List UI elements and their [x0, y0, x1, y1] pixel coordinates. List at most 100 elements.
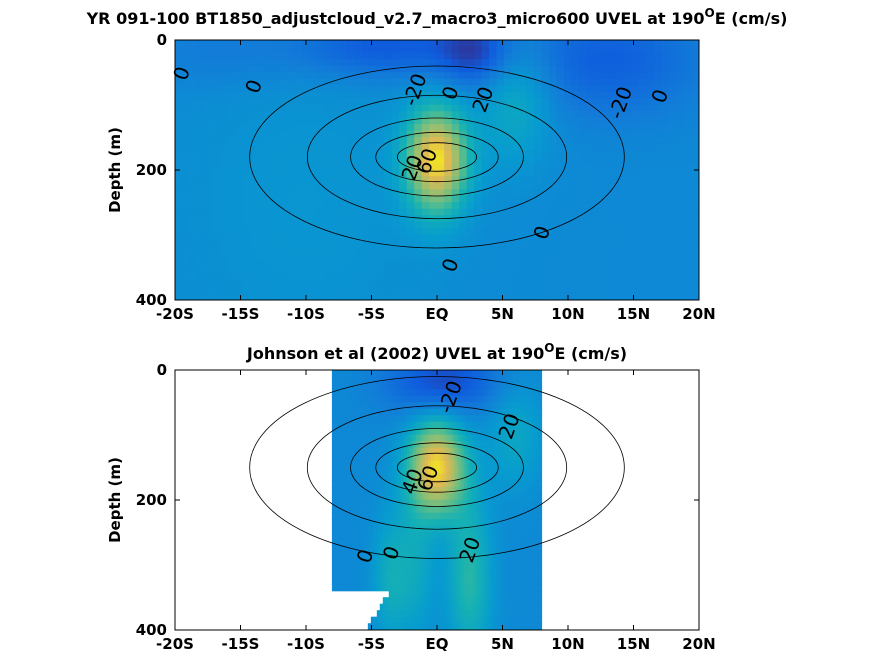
velocity-cell [484, 467, 489, 475]
velocity-cell [197, 130, 206, 138]
velocity-cell [556, 280, 565, 288]
velocity-cell [189, 293, 198, 300]
velocity-cell [608, 52, 617, 60]
velocity-cell [586, 46, 595, 54]
velocity-cell [385, 525, 390, 533]
velocity-cell [264, 130, 273, 138]
velocity-cell [334, 532, 339, 540]
velocity-cell [436, 415, 441, 423]
velocity-cell [361, 273, 370, 281]
velocity-cell [436, 590, 441, 598]
velocity-cell [451, 421, 456, 429]
velocity-cell [182, 85, 191, 93]
velocity-cell [616, 40, 625, 47]
velocity-cell [460, 467, 465, 475]
velocity-cell [418, 421, 423, 429]
velocity-cell [257, 46, 266, 54]
velocity-cell [339, 156, 348, 164]
top-panel-velocity-field [175, 40, 699, 300]
velocity-cell [373, 512, 378, 520]
velocity-cell [346, 273, 355, 281]
velocity-cell [661, 111, 670, 119]
velocity-cell [436, 428, 441, 436]
velocity-cell [448, 493, 453, 501]
velocity-cell [279, 91, 288, 99]
velocity-cell [484, 545, 489, 553]
velocity-cell [337, 428, 342, 436]
velocity-cell [343, 493, 348, 501]
velocity-cell [399, 254, 408, 262]
velocity-cell [469, 603, 474, 611]
velocity-cell [444, 273, 453, 281]
velocity-cell [324, 52, 333, 60]
velocity-cell [691, 85, 699, 93]
velocity-cell [406, 182, 415, 190]
velocity-cell [234, 137, 243, 145]
velocity-cell [367, 389, 372, 397]
velocity-cell [454, 415, 459, 423]
velocity-cell [346, 493, 351, 501]
velocity-cell [601, 254, 610, 262]
velocity-cell [394, 577, 399, 585]
velocity-cell [616, 247, 625, 255]
velocity-cell [638, 98, 647, 106]
velocity-cell [376, 389, 381, 397]
velocity-cell [324, 228, 333, 236]
velocity-cell [331, 267, 340, 275]
velocity-cell [519, 228, 528, 236]
velocity-cell [451, 584, 456, 592]
velocity-cell [406, 525, 411, 533]
velocity-cell [427, 421, 432, 429]
velocity-cell [418, 545, 423, 553]
velocity-cell [384, 111, 393, 119]
velocity-cell [631, 169, 640, 177]
velocity-cell [638, 254, 647, 262]
velocity-cell [334, 473, 339, 481]
velocity-cell [414, 65, 423, 73]
velocity-cell [511, 267, 520, 275]
velocity-cell [466, 434, 471, 442]
velocity-cell [436, 538, 441, 546]
velocity-cell [182, 286, 191, 294]
velocity-cell [487, 415, 492, 423]
velocity-cell [361, 506, 366, 514]
velocity-cell [511, 104, 520, 112]
velocity-cell [279, 52, 288, 60]
velocity-cell [219, 254, 228, 262]
velocity-cell [414, 143, 423, 151]
velocity-cell [668, 293, 677, 300]
velocity-cell [337, 532, 342, 540]
velocity-cell [249, 189, 258, 197]
velocity-cell [451, 382, 456, 390]
velocity-cell [227, 202, 236, 210]
velocity-cell [475, 571, 480, 579]
velocity-cell [349, 421, 354, 429]
velocity-cell [219, 273, 228, 281]
velocity-cell [616, 176, 625, 184]
velocity-cell [433, 447, 438, 455]
velocity-cell [478, 395, 483, 403]
velocity-cell [403, 512, 408, 520]
velocity-cell [661, 267, 670, 275]
velocity-cell [676, 72, 685, 80]
velocity-cell [331, 525, 336, 533]
velocity-cell [369, 130, 378, 138]
velocity-cell [309, 273, 318, 281]
velocity-cell [519, 176, 528, 184]
velocity-cell [324, 85, 333, 93]
velocity-cell [490, 525, 495, 533]
velocity-cell [385, 577, 390, 585]
velocity-cell [376, 616, 381, 624]
velocity-cell [448, 545, 453, 553]
velocity-cell [487, 408, 492, 416]
velocity-cell [354, 234, 363, 242]
velocity-cell [481, 169, 490, 177]
velocity-cell [354, 215, 363, 223]
velocity-cell [272, 195, 281, 203]
velocity-cell [631, 189, 640, 197]
velocity-cell [385, 623, 390, 630]
velocity-cell [219, 267, 228, 275]
velocity-cell [638, 104, 647, 112]
velocity-cell [504, 124, 513, 132]
velocity-cell [493, 545, 498, 553]
